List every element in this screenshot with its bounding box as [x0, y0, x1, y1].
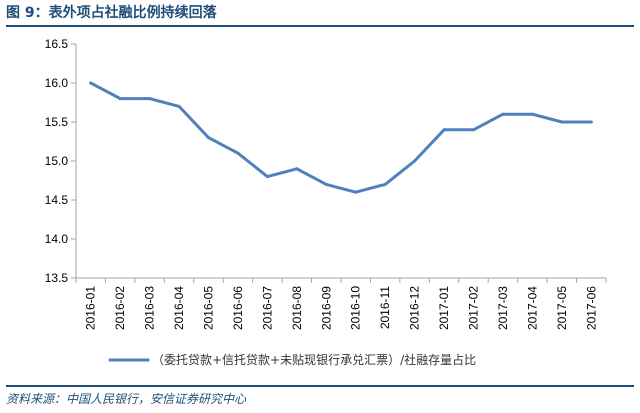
x-tick-label: 2016-03 [143, 286, 157, 330]
y-axis-ticks: 13.5 14.0 14.5 15.0 15.5 16.0 16.5 [45, 37, 76, 285]
data-point [324, 182, 328, 186]
y-tick-label: 13.5 [45, 271, 69, 285]
x-tick-label: 2017-01 [437, 286, 451, 330]
x-tick-label: 2016-04 [172, 286, 186, 330]
data-point [295, 167, 299, 171]
data-point [148, 97, 152, 101]
x-tick-label: 2016-01 [84, 286, 98, 330]
y-tick-label: 16.5 [45, 37, 69, 51]
data-point [383, 182, 387, 186]
x-tick-label: 2016-05 [202, 286, 216, 330]
x-tick-label: 2016-10 [349, 286, 363, 330]
data-point [354, 190, 358, 194]
x-tick-label: 2016-08 [290, 286, 304, 330]
footer-divider [6, 385, 634, 387]
x-tick-label: 2017-02 [467, 286, 481, 330]
data-point [530, 112, 534, 116]
x-tick-label: 2016-07 [260, 286, 274, 330]
y-tick-label: 16.0 [45, 76, 69, 90]
x-tick-label: 2016-06 [231, 286, 245, 330]
data-point [89, 81, 93, 85]
chart-axes [75, 44, 606, 279]
title-divider [6, 25, 634, 27]
figure-title: 图 9：表外项占社融比例持续回落 [6, 5, 217, 21]
data-point [560, 120, 564, 124]
x-tick-label: 2017-05 [555, 286, 569, 330]
series-line [89, 81, 593, 194]
data-point [501, 112, 505, 116]
data-point [177, 104, 181, 108]
chart-series [89, 81, 593, 194]
y-tick-label: 14.5 [45, 193, 69, 207]
x-tick-label: 2016-09 [319, 286, 333, 330]
line-chart: 13.514.014.515.015.516.016.5 2016-01 2016… [45, 37, 607, 367]
chart-legend: （委托贷款+信托贷款+未贴现银行承兑汇票）/社融存量占比 [108, 352, 476, 367]
y-tick-label: 15.0 [45, 154, 69, 168]
y-tick-label: 15.5 [45, 115, 69, 129]
data-point [472, 128, 475, 132]
y-tick-label: 14.0 [45, 232, 69, 246]
data-point [413, 159, 417, 163]
x-tick-label: 2017-04 [525, 286, 539, 330]
data-point [442, 128, 446, 132]
x-tick-label: 2017-03 [496, 286, 510, 330]
x-tick-label: 2017-06 [584, 286, 598, 330]
data-point [207, 136, 210, 140]
data-point [265, 175, 269, 179]
data-point [589, 120, 593, 124]
x-tick-label: 2016-02 [113, 286, 127, 330]
source-note: 资料来源：中国人民银行，安信证券研究中心 [6, 392, 247, 406]
data-point [236, 151, 240, 155]
x-axis-ticks: 2016-01 2016-02 2016-03 2016-04 2016-05 2016-… [75, 278, 607, 330]
x-tick-label: 2016-11 [378, 286, 392, 329]
data-point [118, 97, 122, 101]
legend-label: （委托贷款+信托贷款+未贴现银行承兑汇票）/社融存量占比 [152, 352, 476, 367]
x-tick-label: 2016-12 [408, 286, 422, 330]
